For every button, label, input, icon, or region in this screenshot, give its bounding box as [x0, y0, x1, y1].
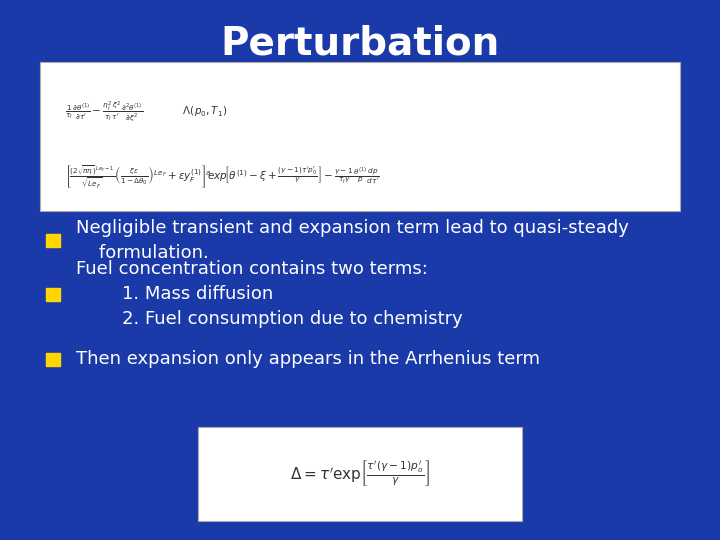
Text: Perturbation: Perturbation — [220, 24, 500, 62]
Text: $\Delta = \tau'\exp\!\left[\frac{\tau'(\gamma-1)p_o'}{\gamma}\right]$: $\Delta = \tau'\exp\!\left[\frac{\tau'(\… — [290, 458, 430, 489]
Text: Negligible transient and expansion term lead to quasi-steady
    formulation.: Negligible transient and expansion term … — [76, 219, 629, 262]
Text: Then expansion only appears in the Arrhenius term: Then expansion only appears in the Arrhe… — [76, 350, 539, 368]
FancyBboxPatch shape — [46, 353, 60, 366]
FancyBboxPatch shape — [40, 62, 680, 211]
Text: $\frac{1}{\tau_I}\frac{\partial\theta^{(1)}}{\partial\tau'} - \frac{\eta_I^2\,\x: $\frac{1}{\tau_I}\frac{\partial\theta^{(… — [65, 99, 227, 123]
Text: $\left[\frac{(2\sqrt{\pi\eta})^{Le_F-1}}{\sqrt{Le_F}}\left(\frac{\xi\epsilon}{1-: $\left[\frac{(2\sqrt{\pi\eta})^{Le_F-1}}… — [65, 164, 379, 191]
FancyBboxPatch shape — [46, 288, 60, 301]
Text: Fuel concentration contains two terms:
        1. Mass diffusion
        2. Fuel: Fuel concentration contains two terms: 1… — [76, 260, 462, 328]
FancyBboxPatch shape — [46, 234, 60, 247]
FancyBboxPatch shape — [198, 427, 522, 521]
